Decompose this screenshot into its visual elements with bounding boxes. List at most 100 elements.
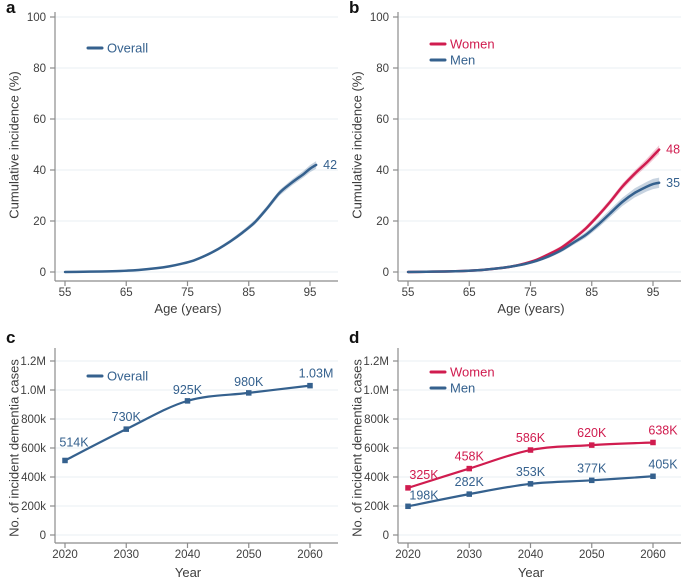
y-tick-label: 60: [33, 114, 46, 126]
y-tick-label: 200k: [364, 501, 389, 513]
y-tick-label: 1.0M: [20, 385, 46, 397]
panel-a: a Cumulative incidence (%) 0 20 40 60 80 100 5…: [0, 0, 342, 325]
series-line-men: [406, 475, 655, 508]
series-line-overall: [63, 163, 318, 274]
y-tick-label: 40: [33, 165, 46, 177]
confidence-band-women: [408, 145, 660, 272]
y-tick-label: 80: [33, 63, 46, 75]
legend-label-men: Men: [450, 381, 475, 396]
data-point-label: 1.03M: [299, 367, 334, 381]
panel-d: d No. of incident dementia cases 0 200k 40…: [343, 328, 685, 585]
x-tick-label: 2040: [175, 549, 201, 561]
y-tick-label: 400k: [21, 472, 46, 484]
y-tick-label: 0: [40, 267, 46, 279]
x-tick-label: 2030: [113, 549, 139, 561]
panel-b-letter: b: [349, 0, 360, 17]
legend-label-overall: Overall: [107, 41, 148, 56]
y-tick-label: 600k: [364, 443, 389, 455]
x-tick-label: 85: [585, 287, 598, 299]
data-point-marker: [184, 398, 191, 404]
data-point-label: 638K: [648, 423, 678, 437]
confidence-band-men: [408, 177, 660, 272]
series-line-women: [406, 148, 661, 274]
panel-c-chart: 0 200k 400k 600k 800k 1.0M 1.2M 2020 2030 2040 205…: [20, 348, 338, 561]
x-tick-label: 2040: [518, 549, 544, 561]
data-point-label: 980K: [234, 375, 264, 389]
data-point-marker: [650, 473, 656, 480]
y-tick-label: 20: [376, 216, 389, 228]
panel-c-x-axis-title: Year: [174, 565, 202, 580]
data-point-label: 377K: [577, 461, 607, 475]
x-tick-label: 2050: [579, 549, 605, 561]
panel-d-letter: d: [349, 328, 360, 347]
data-point-marker: [246, 390, 252, 396]
y-tick-label: 100: [370, 12, 389, 24]
x-tick-label: 2060: [640, 549, 666, 561]
data-point-label: 586K: [516, 431, 546, 445]
y-tick-label: 1.2M: [363, 356, 389, 368]
y-tick-label: 100: [27, 12, 46, 24]
y-tick-label: 0: [383, 530, 389, 542]
data-point-marker: [62, 457, 68, 464]
data-point-label: 353K: [516, 465, 546, 479]
x-tick-label: 95: [304, 287, 317, 299]
data-point-label: 730K: [112, 410, 142, 424]
data-point-marker: [527, 447, 534, 453]
y-tick-label: 400k: [364, 472, 389, 484]
panel-d-chart: 0 200k 400k 600k 800k 1.0M 1.2M 2020 2030 2040 205…: [363, 348, 681, 561]
data-point-marker: [405, 485, 411, 491]
y-tick-label: 200k: [21, 501, 46, 513]
data-point-marker: [589, 477, 595, 484]
y-tick-label: 1.2M: [20, 356, 46, 368]
x-tick-label: 75: [524, 287, 537, 299]
data-point-label: 514K: [59, 435, 89, 449]
y-tick-label: 40: [376, 165, 389, 177]
legend-label-overall: Overall: [107, 369, 148, 384]
x-tick-label: 55: [59, 287, 72, 299]
y-tick-label: 60: [376, 114, 389, 126]
panel-b: b Cumulative incidence (%) 0 20 40 60 80 100 5…: [343, 0, 685, 325]
x-tick-label: 2030: [456, 549, 482, 561]
x-tick-label: 2020: [395, 549, 421, 561]
series-end-label-men: 35: [666, 176, 680, 190]
x-tick-label: 65: [463, 287, 476, 299]
legend-label-women: Women: [450, 365, 495, 380]
panel-d-x-axis-title: Year: [517, 565, 545, 580]
data-point-marker: [527, 481, 534, 487]
panel-b-x-axis-title: Age (years): [497, 301, 565, 316]
x-tick-label: 2020: [52, 549, 78, 561]
data-point-label: 198K: [409, 488, 439, 502]
x-tick-label: 55: [402, 287, 415, 299]
x-tick-label: 2050: [236, 549, 262, 561]
panel-c-letter: c: [6, 328, 16, 347]
confidence-band-overall: [65, 161, 317, 272]
y-tick-label: 0: [40, 530, 46, 542]
y-tick-label: 20: [33, 216, 46, 228]
data-point-label: 620K: [577, 426, 607, 440]
panel-c: c No. of incident dementia cases 0 200k 40…: [0, 328, 342, 585]
panel-a-chart: 0 20 40 60 80 100 55 65 75 85 95 42 Overall: [27, 12, 338, 299]
data-point-marker: [123, 426, 129, 432]
x-tick-label: 95: [647, 287, 660, 299]
data-point-marker: [405, 503, 411, 510]
y-tick-label: 600k: [21, 443, 46, 455]
x-tick-label: 75: [181, 287, 194, 299]
y-tick-label: 1.0M: [363, 385, 389, 397]
legend-label-women: Women: [450, 37, 495, 52]
data-point-marker: [589, 442, 595, 448]
y-tick-label: 80: [376, 63, 389, 75]
data-point-marker: [307, 382, 313, 389]
series-end-label-women: 48: [666, 143, 680, 157]
data-point-marker: [466, 491, 472, 497]
data-point-marker: [466, 465, 472, 472]
data-point-label: 325K: [409, 468, 439, 482]
x-tick-label: 85: [242, 287, 255, 299]
y-tick-label: 0: [383, 267, 389, 279]
data-point-label: 405K: [648, 457, 678, 471]
panel-a-x-axis-title: Age (years): [154, 301, 222, 316]
series-line-men: [406, 181, 661, 274]
x-tick-label: 65: [120, 287, 133, 299]
data-point-label: 925K: [173, 383, 203, 397]
